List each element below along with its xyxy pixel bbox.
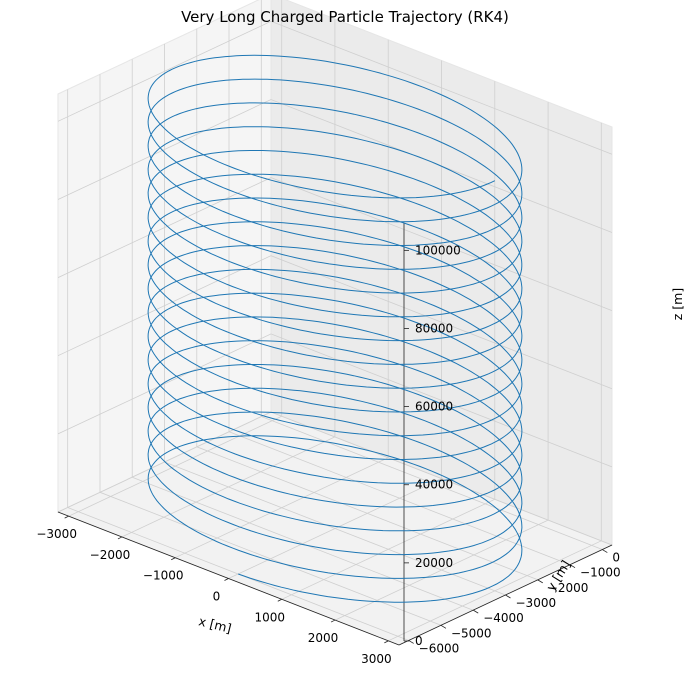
y-tick-label: −4000 xyxy=(483,611,524,625)
x-axis-label: x [m] xyxy=(197,613,233,636)
y-tick xyxy=(440,624,447,629)
z-tick-label: 20000 xyxy=(415,556,453,570)
x-tick-label: 1000 xyxy=(255,610,286,624)
x-tick xyxy=(171,557,176,561)
y-tick-label: −5000 xyxy=(451,626,492,640)
z-gridline xyxy=(57,177,613,311)
x-tick-label: −3000 xyxy=(36,527,77,541)
chart-title: Very Long Charged Particle Trajectory (R… xyxy=(181,8,509,26)
z-gridline xyxy=(57,333,613,468)
y-tick xyxy=(537,579,543,584)
y-tick-label: −3000 xyxy=(516,596,557,610)
tick-layer: −3000−2000−10000100020003000−6000−5000−4… xyxy=(36,243,620,665)
x-tick-label: −1000 xyxy=(143,569,184,583)
y-tick-label: −1000 xyxy=(580,566,621,580)
x-tick-label: −2000 xyxy=(90,548,131,562)
x-tick-label: 3000 xyxy=(361,652,392,666)
x-tick xyxy=(277,598,282,602)
x-tick xyxy=(117,536,123,540)
y-tick-label: −2000 xyxy=(548,581,589,595)
z-tick-label: 100000 xyxy=(415,243,461,257)
y-tick xyxy=(602,549,608,553)
x-tick xyxy=(330,619,336,623)
x-tick xyxy=(384,640,389,644)
z-gridline xyxy=(57,99,613,233)
series-layer xyxy=(147,54,523,603)
x-tick-label: 2000 xyxy=(308,631,339,645)
trajectory-line xyxy=(147,54,523,603)
z-tick-label: 40000 xyxy=(415,478,453,492)
z-axis-label: z [m] xyxy=(670,288,685,320)
x-tick xyxy=(224,578,229,581)
y-tick-label: −6000 xyxy=(419,641,460,655)
y-tick-label: 0 xyxy=(612,551,620,565)
z-tick-label: 0 xyxy=(415,634,423,648)
z-gridline xyxy=(57,255,613,390)
y-tick xyxy=(408,640,414,644)
y-tick xyxy=(473,609,479,614)
z-tick-label: 80000 xyxy=(415,321,453,335)
x-tick-label: 0 xyxy=(213,590,221,604)
x-tick xyxy=(64,515,69,519)
z-tick-label: 60000 xyxy=(415,400,453,414)
z-gridline xyxy=(57,20,613,155)
y-tick xyxy=(569,564,576,569)
y-tick xyxy=(505,594,511,599)
